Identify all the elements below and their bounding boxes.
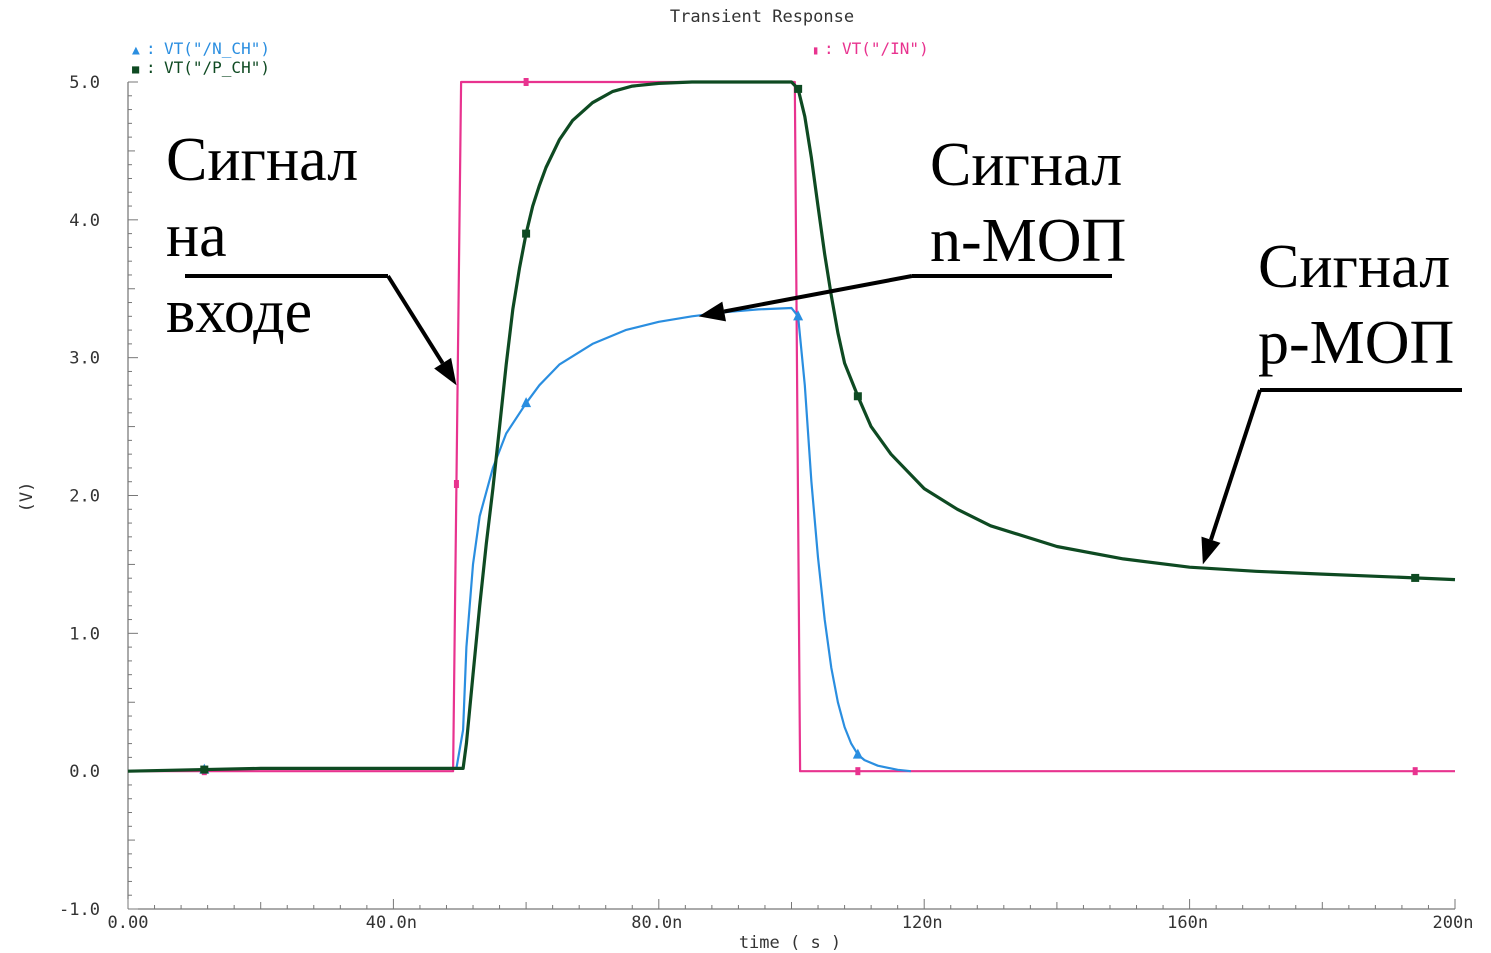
annotation-text: на (166, 202, 227, 270)
x-tick-label: 120n (902, 913, 943, 933)
legend-colon-n-ch: : (146, 39, 156, 58)
y-tick-label: 3.0 (69, 349, 100, 369)
legend-colon-in: : (824, 39, 834, 58)
series-marker-vtin (523, 78, 529, 86)
legend-label-p-ch: VT("/P_CH") (164, 58, 270, 77)
annotation-text: входе (166, 278, 312, 346)
series-marker-vtin (855, 767, 861, 776)
y-axis-label: (V) (17, 482, 37, 513)
annotation-arrow-shaft (1209, 389, 1262, 541)
series-marker-vtin (453, 480, 459, 489)
x-tick-label: 160n (1167, 913, 1208, 933)
annotation-arrow-shaft (386, 274, 445, 365)
series-marker-vtpch (522, 229, 531, 238)
series-line-vtpch (127, 80, 1456, 773)
legend-colon-p-ch: : (146, 58, 156, 77)
series-marker-vtpch (200, 765, 209, 774)
annotation-text: n-МОП (930, 207, 1126, 275)
series-marker-vtpch (853, 392, 862, 401)
series-marker-vtpch (1411, 573, 1420, 582)
annotation-arrow-head (434, 357, 457, 386)
x-tick-label: 0.00 (108, 913, 149, 933)
legend-label-n-ch: VT("/N_CH") (164, 39, 270, 58)
annotation-text: Сигнал (1258, 233, 1450, 301)
legend-marker-n-ch: ▲ (132, 43, 140, 58)
legend-marker-p-ch: ■ (132, 62, 140, 76)
legend-marker-in: ▮ (812, 43, 819, 57)
annotation-layer: Сигнал на входе Сигнал n-МОП Сигнал p-МОП (166, 126, 1462, 565)
chart-title: Transient Response (670, 7, 854, 27)
annotation-text: Сигнал (166, 126, 358, 194)
series-marker-vtnch (521, 397, 532, 408)
series-marker-vtnch (852, 748, 863, 759)
annotation-arrow-head (698, 301, 727, 322)
y-tick-label: 1.0 (69, 624, 100, 644)
y-tick-label: 5.0 (69, 73, 100, 93)
annotation-text: p-МОП (1258, 309, 1454, 377)
series-marker-vtpch (794, 84, 803, 93)
x-tick-label: 200n (1433, 913, 1474, 933)
annotation-arrow-head (1201, 536, 1221, 565)
series-marker-vtnch (793, 310, 804, 321)
axes: 5.0 4.0 3.0 2.0 1.0 0.0 -1.0 0.00 40.0n 80.0n 120n… (59, 73, 1473, 933)
x-axis-label: time ( s ) (739, 933, 841, 953)
series-marker-vtin (1412, 767, 1418, 776)
y-tick-label: 2.0 (69, 487, 100, 507)
x-tick-label: 40.0n (366, 913, 417, 933)
legend-label-in: VT("/IN") (842, 39, 929, 58)
series-line-vtnch (127, 306, 912, 773)
y-tick-label: 4.0 (69, 211, 100, 231)
x-tick-label: 80.0n (631, 913, 682, 933)
legend: ▲ VT("/N_CH") : ■ : VT("/P_CH") ▮ : VT("… (132, 39, 929, 77)
y-tick-label: -1.0 (59, 900, 100, 920)
annotation-text: Сигнал (930, 131, 1122, 199)
annotation-arrow-shaft (723, 274, 913, 314)
y-tick-label: 0.0 (69, 762, 100, 782)
